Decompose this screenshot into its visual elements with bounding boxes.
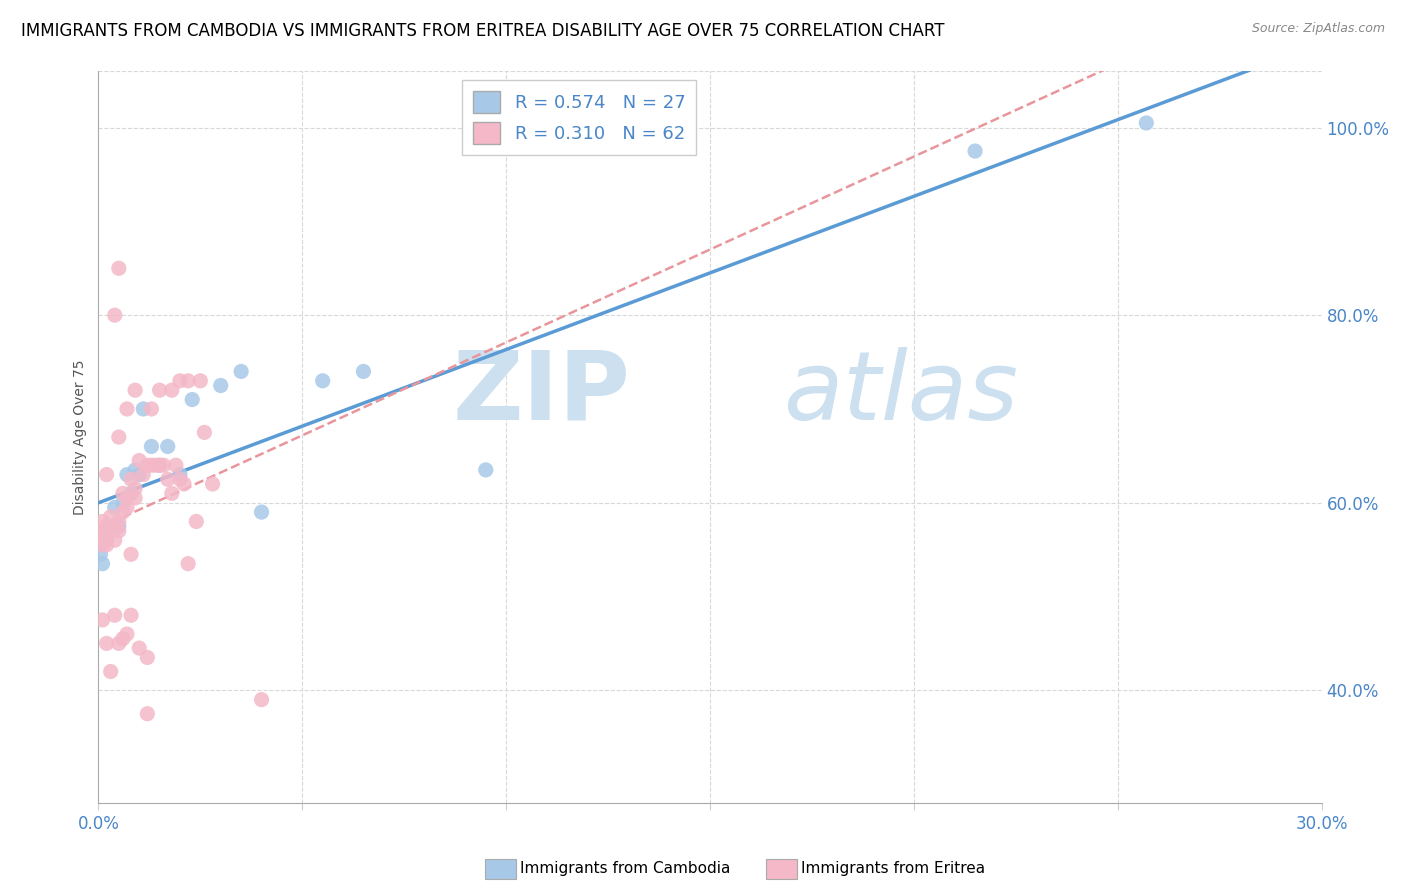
- Point: [136, 706, 159, 721]
- Point: [104, 519, 127, 533]
- Point: [93, 533, 115, 548]
- Point: [160, 383, 183, 397]
- Point: [104, 500, 127, 515]
- Point: [312, 374, 335, 388]
- Point: [100, 509, 122, 524]
- Point: [91, 524, 114, 538]
- Point: [152, 458, 174, 473]
- Point: [474, 463, 498, 477]
- Point: [89, 533, 111, 548]
- Point: [124, 383, 146, 397]
- Point: [111, 632, 134, 646]
- Point: [128, 641, 150, 656]
- Point: [100, 519, 122, 533]
- Point: [96, 528, 118, 542]
- Point: [231, 364, 253, 378]
- Point: [965, 144, 987, 158]
- Point: [124, 463, 146, 477]
- Point: [173, 477, 195, 491]
- Point: [108, 524, 131, 538]
- Point: [96, 538, 118, 552]
- Point: [120, 608, 142, 623]
- Point: [186, 515, 208, 529]
- Text: ZIP: ZIP: [453, 347, 630, 440]
- Point: [156, 472, 179, 486]
- Legend: R = 0.574   N = 27, R = 0.310   N = 62: R = 0.574 N = 27, R = 0.310 N = 62: [463, 80, 696, 155]
- Point: [91, 515, 114, 529]
- Point: [96, 528, 118, 542]
- Point: [1135, 116, 1157, 130]
- Point: [96, 636, 118, 650]
- Point: [91, 557, 114, 571]
- Point: [250, 505, 273, 519]
- Point: [169, 467, 191, 482]
- Point: [108, 430, 131, 444]
- Point: [115, 401, 138, 416]
- Point: [141, 401, 163, 416]
- Point: [132, 467, 155, 482]
- Point: [108, 636, 131, 650]
- Point: [100, 665, 122, 679]
- Point: [136, 650, 159, 665]
- Text: Source: ZipAtlas.com: Source: ZipAtlas.com: [1251, 22, 1385, 36]
- Point: [115, 491, 138, 505]
- Point: [91, 538, 114, 552]
- Point: [124, 491, 146, 505]
- Point: [160, 486, 183, 500]
- Point: [115, 627, 138, 641]
- Point: [136, 458, 159, 473]
- Point: [156, 440, 179, 454]
- Point: [141, 440, 163, 454]
- Point: [111, 486, 134, 500]
- Point: [120, 486, 142, 500]
- Y-axis label: Disability Age Over 75: Disability Age Over 75: [73, 359, 87, 515]
- Point: [149, 458, 172, 473]
- Point: [108, 519, 131, 533]
- Point: [250, 692, 273, 706]
- Point: [169, 472, 191, 486]
- Point: [149, 458, 172, 473]
- Point: [201, 477, 224, 491]
- Text: atlas: atlas: [783, 347, 1018, 440]
- Point: [132, 401, 155, 416]
- Point: [104, 608, 127, 623]
- Point: [128, 467, 150, 482]
- Point: [120, 547, 142, 561]
- Point: [115, 467, 138, 482]
- Point: [104, 533, 127, 548]
- Point: [120, 472, 142, 486]
- Text: IMMIGRANTS FROM CAMBODIA VS IMMIGRANTS FROM ERITREA DISABILITY AGE OVER 75 CORRE: IMMIGRANTS FROM CAMBODIA VS IMMIGRANTS F…: [21, 22, 945, 40]
- Point: [181, 392, 204, 407]
- Point: [111, 505, 134, 519]
- Point: [145, 458, 167, 473]
- Point: [100, 524, 122, 538]
- Text: Immigrants from Eritrea: Immigrants from Eritrea: [801, 862, 986, 876]
- Point: [96, 467, 118, 482]
- Point: [165, 458, 187, 473]
- Point: [193, 425, 215, 440]
- Point: [177, 374, 200, 388]
- Point: [108, 515, 131, 529]
- Point: [96, 519, 118, 533]
- Point: [352, 364, 374, 378]
- Point: [188, 374, 212, 388]
- Point: [91, 613, 114, 627]
- Point: [89, 547, 111, 561]
- Point: [177, 557, 200, 571]
- Point: [108, 261, 131, 276]
- Point: [209, 378, 232, 392]
- Point: [169, 374, 191, 388]
- Point: [91, 538, 114, 552]
- Point: [141, 458, 163, 473]
- Point: [104, 308, 127, 322]
- Point: [149, 383, 172, 397]
- Point: [124, 482, 146, 496]
- Point: [111, 496, 134, 510]
- Point: [96, 533, 118, 548]
- Point: [128, 453, 150, 467]
- Point: [115, 500, 138, 515]
- Text: Immigrants from Cambodia: Immigrants from Cambodia: [520, 862, 731, 876]
